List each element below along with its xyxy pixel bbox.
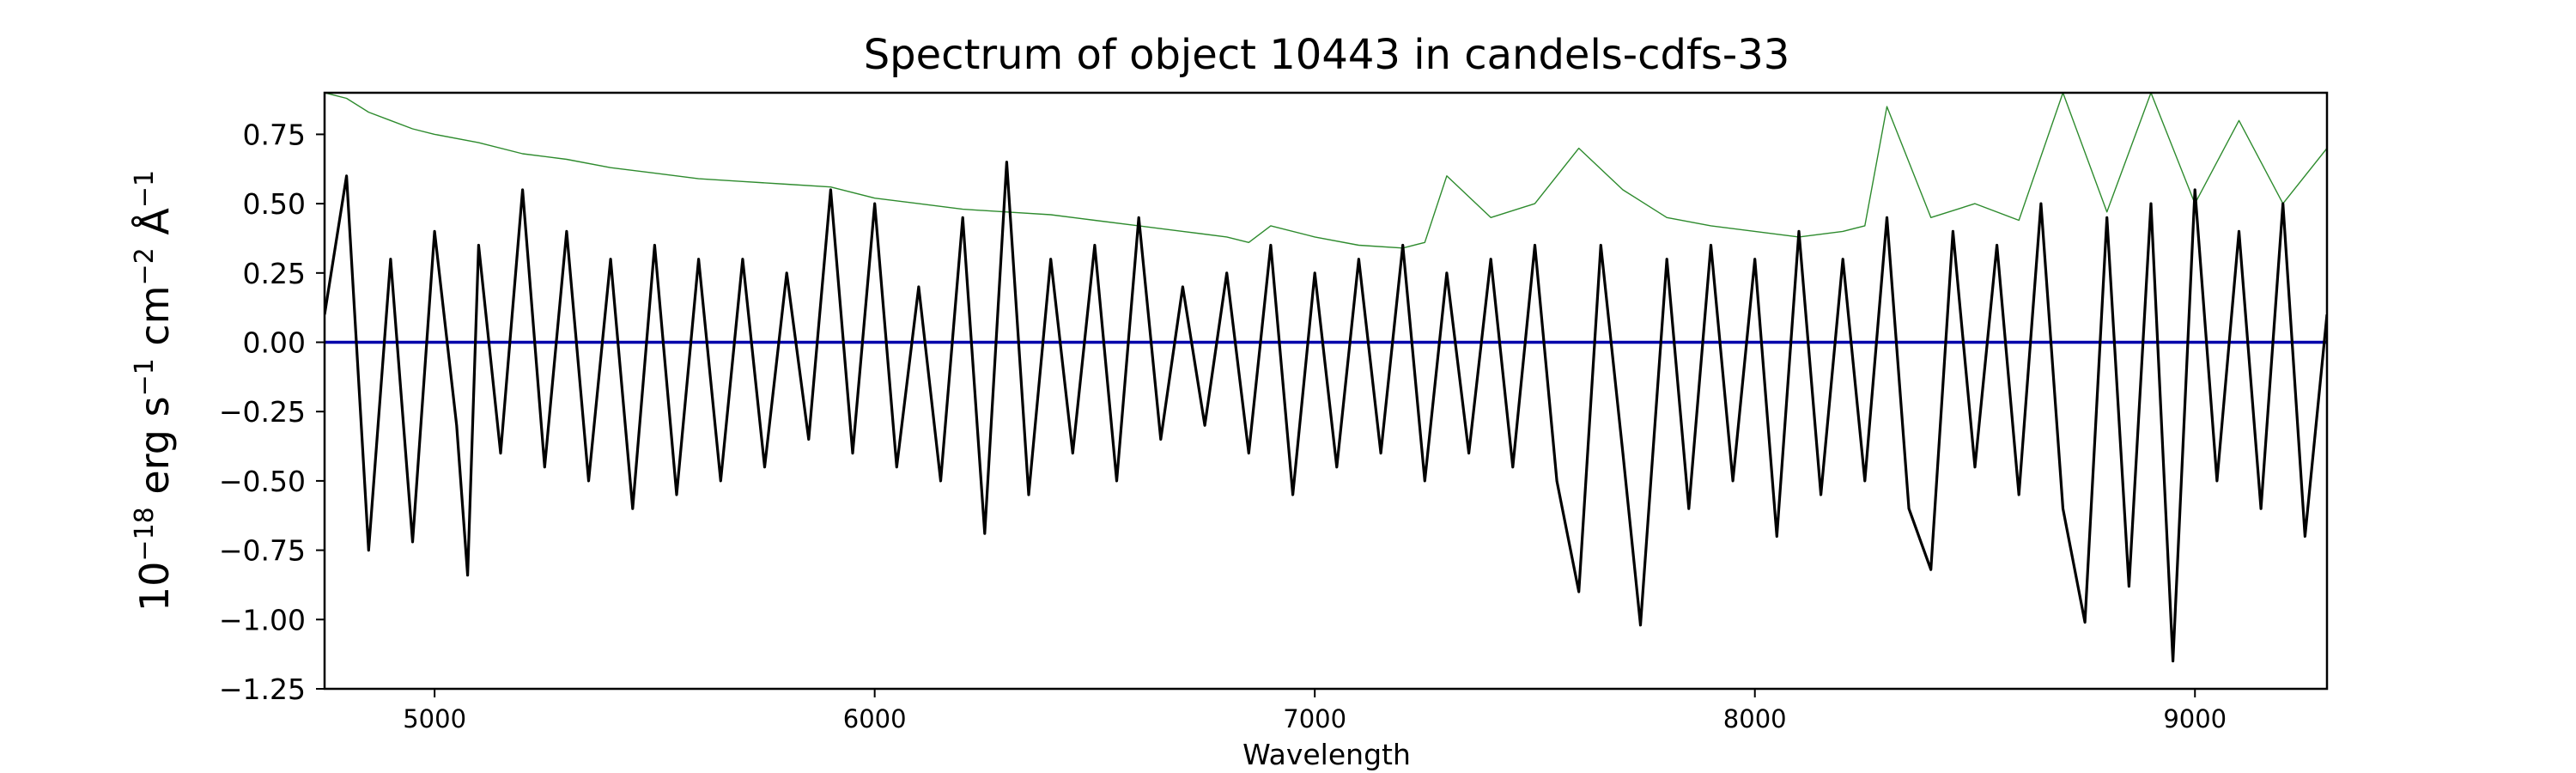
y-axis: 0.75 0.50 0.25 0.00 −0.25 −0.50 −0.75 −1.00 −1.2… (219, 118, 325, 706)
plot-area (323, 91, 2329, 691)
y-axis-label: 10−18 erg s−1 cm−2 Å−1 (130, 170, 178, 612)
x-tick-label: 5000 (403, 704, 466, 733)
x-tick-label: 9000 (2163, 704, 2227, 733)
chart-title: Spectrum of object 10443 in candels-cdfs… (864, 31, 1790, 79)
ylabel-erg: erg s (131, 396, 178, 507)
y-tick-label: −1.25 (219, 673, 306, 706)
ylabel-exp1: −18 (130, 507, 160, 561)
y-tick-label: −0.75 (219, 534, 306, 568)
ylabel-cm: cm (131, 285, 178, 358)
x-tick-label: 6000 (843, 704, 907, 733)
series-flux-line (325, 161, 2327, 663)
ylabel-exp4: −1 (130, 170, 160, 208)
y-tick-label: −0.50 (219, 465, 306, 498)
y-tick-label: 0.75 (243, 118, 306, 151)
y-tick-label: 0.00 (243, 326, 306, 360)
y-tick-label: −0.25 (219, 395, 306, 429)
y-tick-label: −1.00 (219, 603, 306, 636)
y-tick-label: 0.50 (243, 187, 306, 221)
ylabel-ang: Å (131, 208, 178, 248)
series-error-line (325, 93, 2327, 249)
x-tick-label: 7000 (1283, 704, 1346, 733)
x-tick-label: 8000 (1723, 704, 1787, 733)
x-axis: 5000 6000 7000 8000 9000 (403, 689, 2227, 733)
y-tick-label: 0.25 (243, 257, 306, 290)
ylabel-exp3: −2 (130, 247, 160, 285)
ylabel-base: 10 (131, 562, 178, 612)
x-axis-label: Wavelength (1242, 738, 1411, 771)
plot-frame (323, 91, 2329, 691)
ylabel-exp2: −1 (130, 358, 160, 396)
